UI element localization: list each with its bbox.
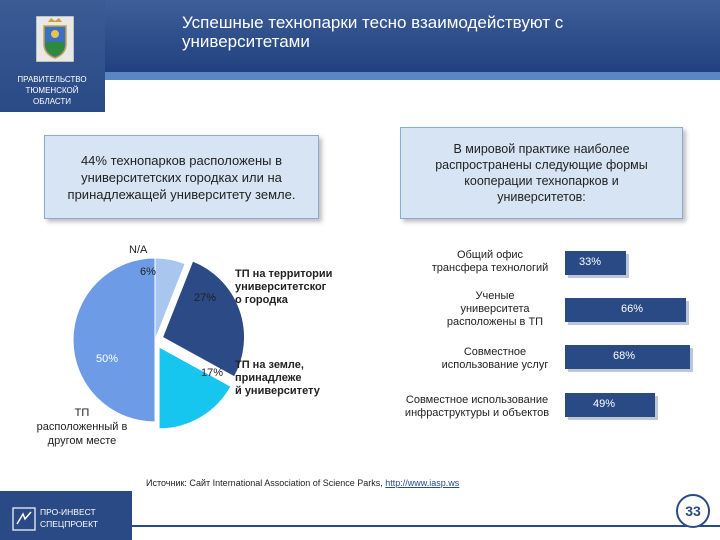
pie-slice-univ-land — [158, 346, 232, 430]
government-panel: ПРАВИТЕЛЬСТВО ТЮМЕНСКОЙ ОБЛАСТИ — [0, 0, 105, 112]
bar-value-3: 49% — [593, 398, 616, 410]
page-number: 33 — [676, 494, 710, 528]
footer-line — [132, 525, 720, 527]
pie-value-campus: 27% — [194, 292, 217, 304]
pie-label-campus: ТП на территории университетског о город… — [235, 268, 333, 306]
pie-value-other: 50% — [96, 353, 119, 365]
info-box-left: 44% технопарков расположены в университе… — [44, 135, 319, 219]
footer-logo-panel — [0, 491, 132, 540]
bar-label-0: Общий офис трансфера технологий — [431, 249, 549, 274]
bar-label-2: Совместное использование услуг — [441, 346, 549, 371]
bar-0: 33% — [565, 251, 626, 275]
pie-chart — [72, 257, 245, 430]
bar-1: 66% — [565, 298, 687, 322]
company-logo-icon — [12, 507, 36, 531]
pie-slice-other — [72, 257, 156, 423]
pie-label-univ-land: ТП на земле, принадлеже й университету — [235, 359, 320, 397]
header-bar — [0, 0, 720, 72]
bar-value-2: 68% — [613, 350, 636, 362]
bar-3: 49% — [565, 393, 656, 417]
government-label: ПРАВИТЕЛЬСТВО ТЮМЕНСКОЙ ОБЛАСТИ — [17, 75, 87, 106]
source-note: Источник: Сайт International Association… — [146, 478, 459, 488]
pie-label-na: N/A — [129, 244, 148, 256]
bar-label-1: Ученые университета расположены в ТП — [446, 290, 544, 328]
pie-slice-campus — [161, 260, 245, 378]
bar-value-0: 33% — [579, 256, 602, 268]
slide-title: Успешные технопарки тесно взаимодействую… — [182, 13, 564, 51]
source-prefix: Источник: Сайт International Association… — [146, 478, 386, 488]
company-logo-text: ПРО-ИНВЕСТ СПЕЦПРОЕКТ — [40, 507, 99, 529]
info-box-right: В мировой практике наиболее распростране… — [400, 127, 683, 219]
source-link[interactable]: http://www.iasp.ws — [385, 478, 460, 488]
pie-value-univ-land: 17% — [201, 367, 224, 379]
pie-value-na: 6% — [140, 266, 156, 278]
bar-value-1: 66% — [621, 303, 644, 315]
bar-label-3: Совместное использование инфраструктуры … — [404, 394, 550, 419]
pie-label-other: ТП расположенный в другом месте — [36, 407, 128, 447]
header-stripe — [0, 72, 720, 80]
bar-2: 68% — [565, 345, 690, 369]
coat-of-arms-icon — [36, 16, 74, 62]
